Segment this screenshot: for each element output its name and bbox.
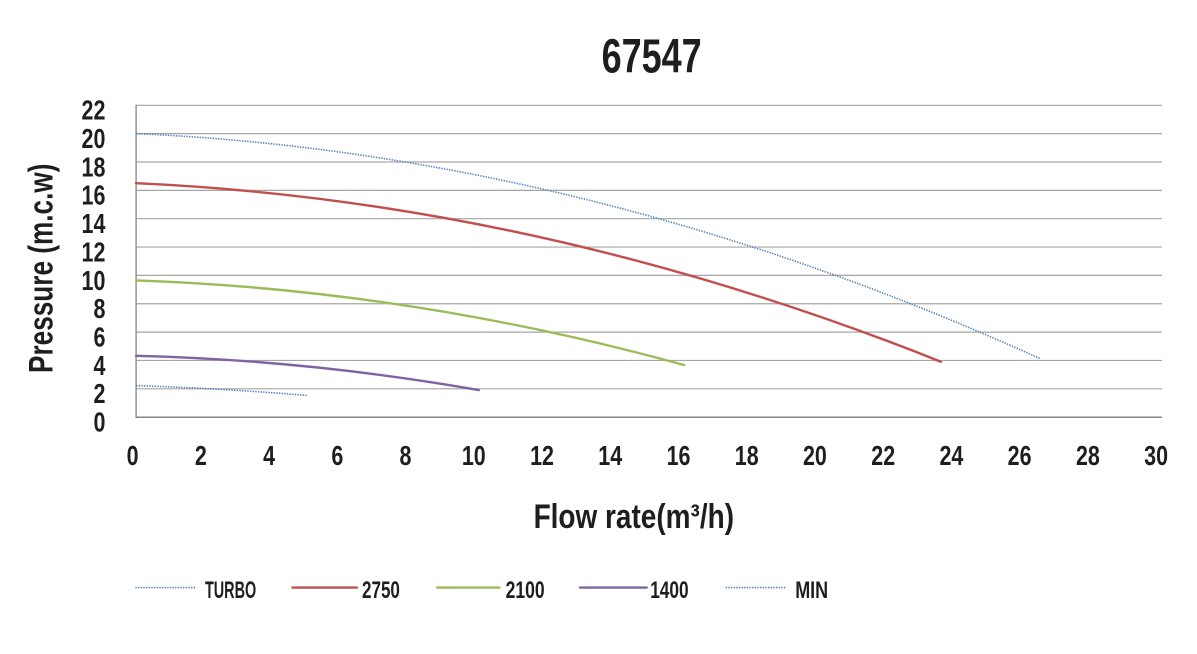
svg-text:24: 24: [939, 442, 963, 472]
svg-text:6: 6: [331, 442, 343, 472]
svg-text:TURBO: TURBO: [205, 578, 256, 605]
svg-text:4: 4: [263, 442, 275, 472]
svg-text:14: 14: [82, 210, 106, 240]
svg-text:10: 10: [462, 442, 486, 472]
svg-text:0: 0: [127, 442, 139, 472]
svg-text:Pressure (m.c.w): Pressure (m.c.w): [23, 164, 60, 373]
svg-text:26: 26: [1008, 442, 1032, 472]
svg-text:18: 18: [735, 442, 759, 472]
svg-text:1400: 1400: [650, 578, 688, 604]
svg-text:Flow rate(m³/h): Flow rate(m³/h): [534, 497, 734, 535]
svg-text:2750: 2750: [362, 577, 400, 604]
svg-text:12: 12: [82, 238, 106, 268]
svg-text:67547: 67547: [602, 30, 702, 83]
svg-text:16: 16: [667, 442, 691, 472]
svg-text:22: 22: [871, 442, 895, 472]
svg-text:10: 10: [82, 266, 106, 296]
svg-text:14: 14: [598, 442, 622, 472]
svg-text:4: 4: [93, 351, 105, 381]
svg-text:2100: 2100: [506, 578, 545, 604]
svg-text:20: 20: [82, 125, 106, 155]
svg-text:18: 18: [82, 153, 106, 183]
svg-text:22: 22: [82, 96, 106, 126]
svg-text:16: 16: [82, 181, 106, 211]
svg-text:8: 8: [400, 442, 412, 472]
svg-text:0: 0: [93, 408, 105, 438]
svg-text:28: 28: [1076, 442, 1100, 472]
svg-text:6: 6: [93, 323, 105, 353]
svg-text:8: 8: [93, 295, 105, 325]
svg-text:20: 20: [803, 442, 827, 472]
svg-text:12: 12: [530, 442, 554, 472]
svg-text:2: 2: [93, 380, 105, 410]
svg-text:MIN: MIN: [795, 578, 828, 604]
svg-text:30: 30: [1144, 442, 1168, 472]
svg-text:2: 2: [195, 442, 207, 472]
